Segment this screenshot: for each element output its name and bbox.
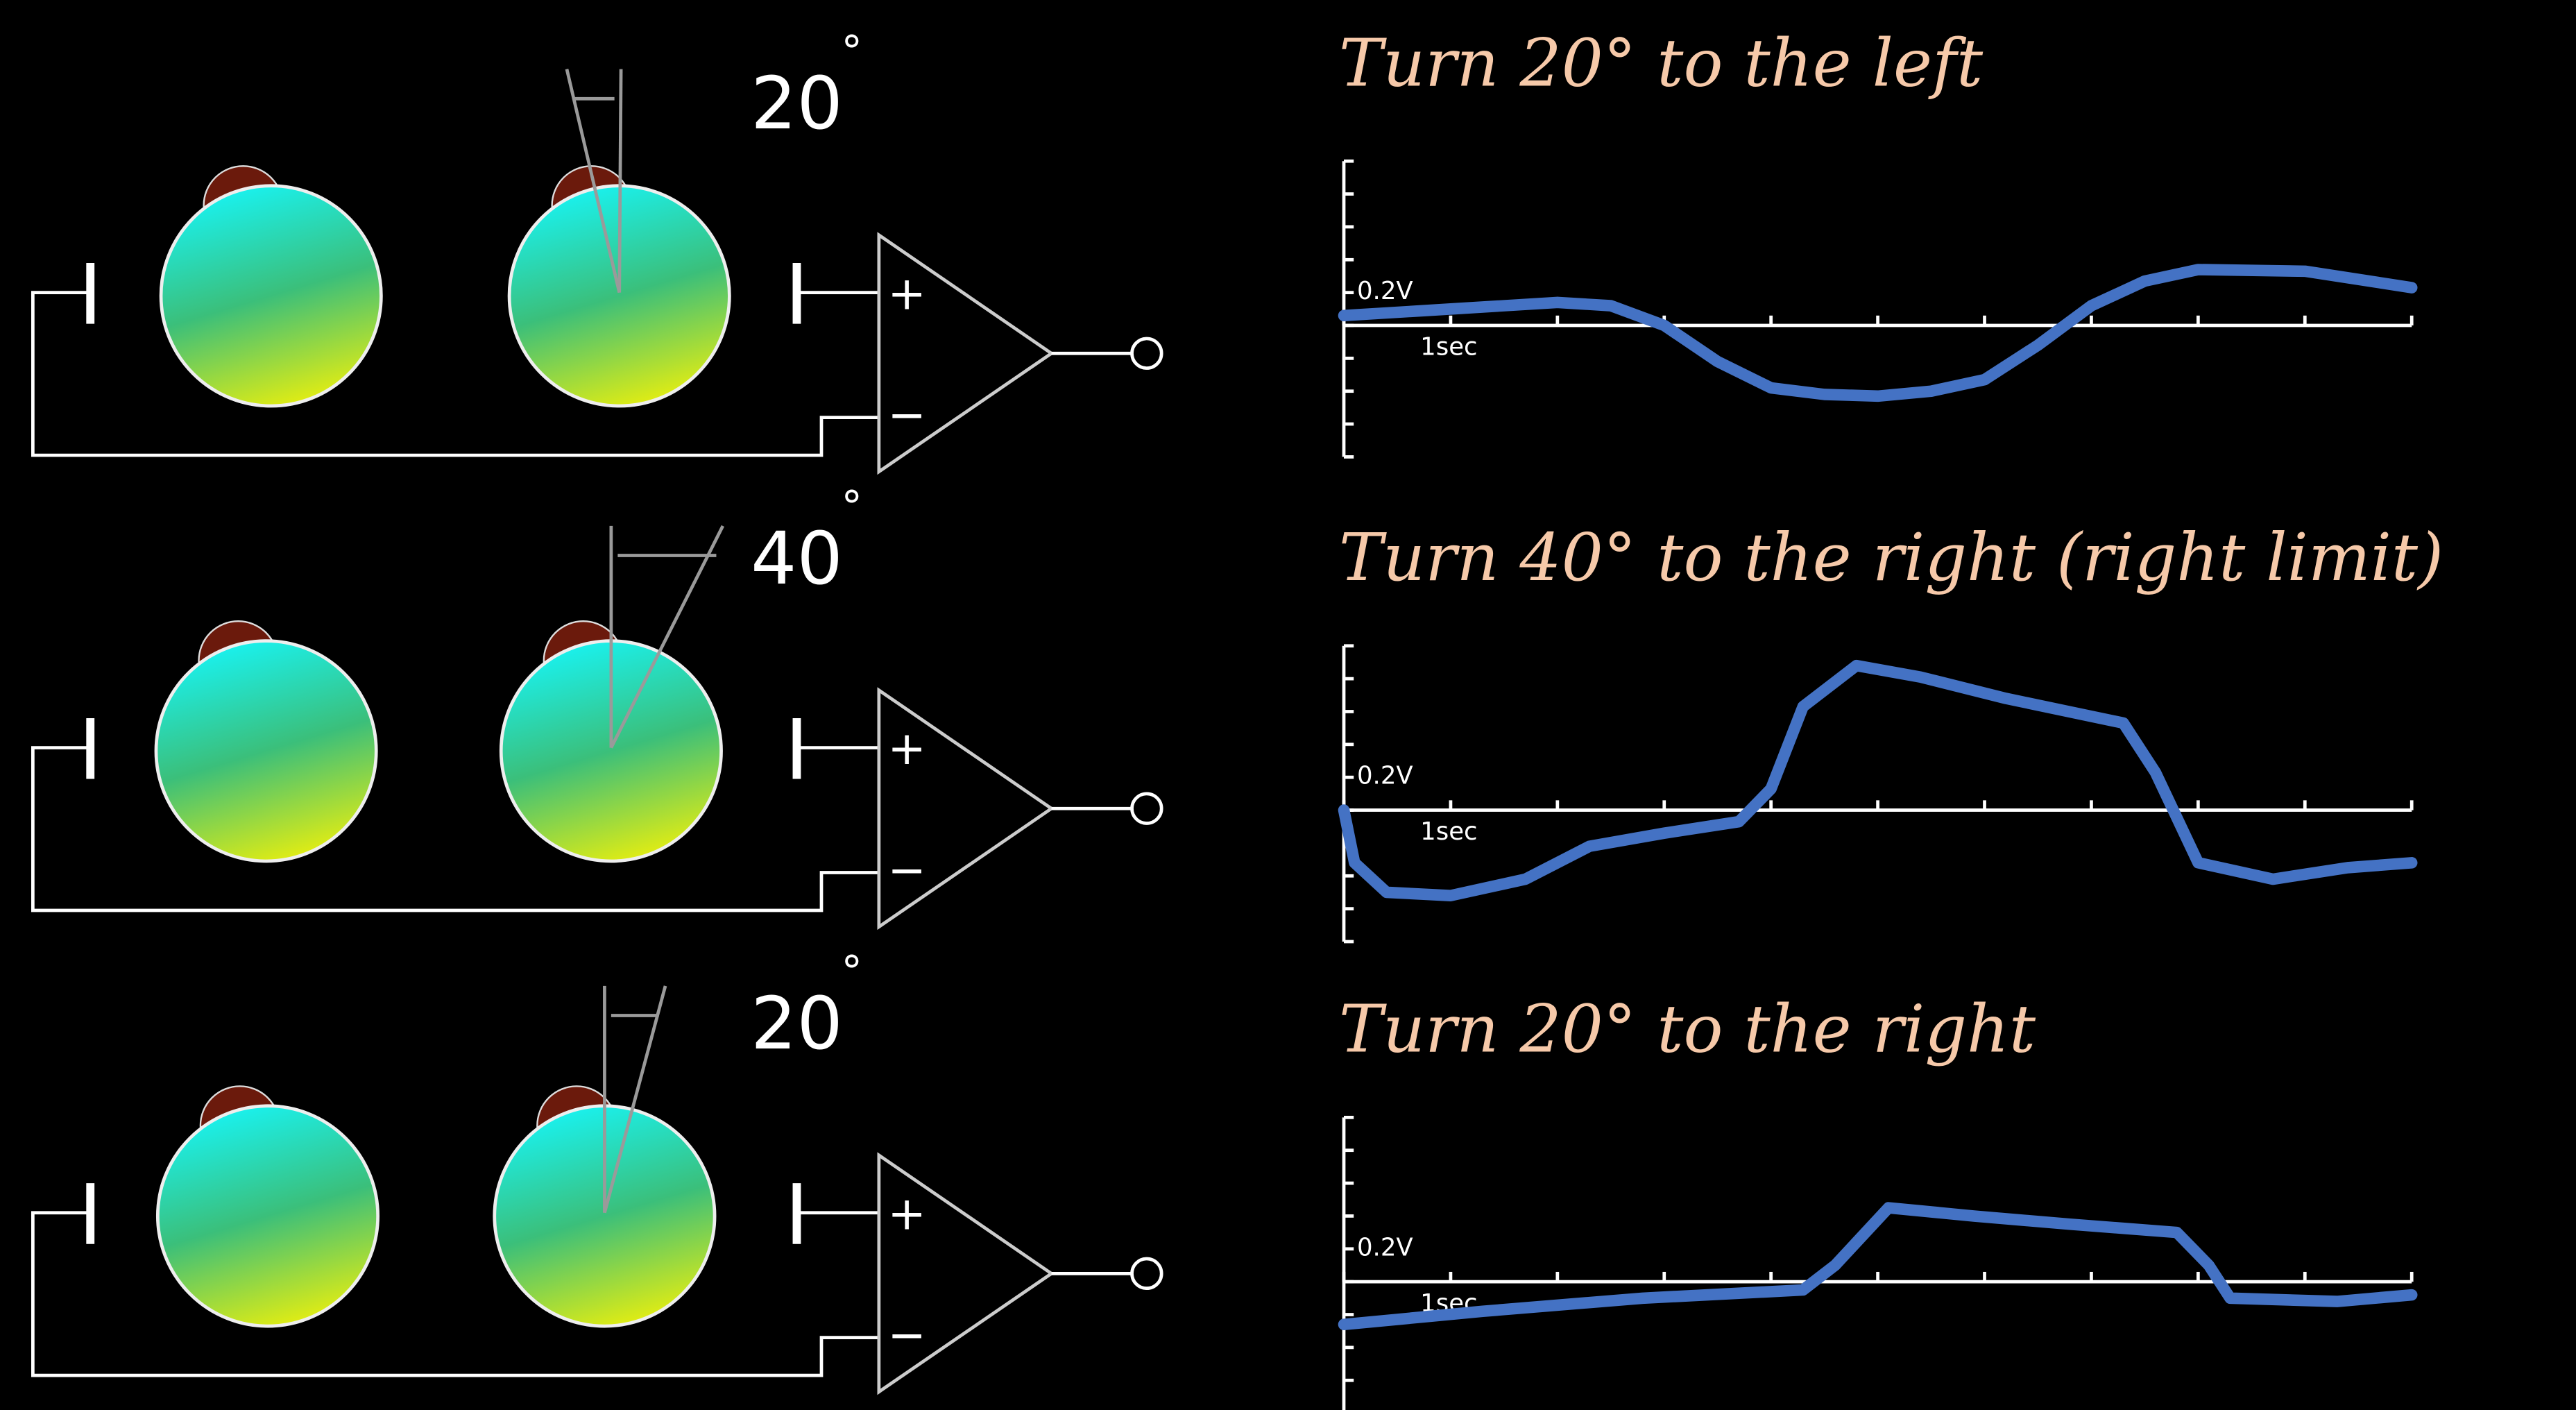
plus-sign: + (887, 266, 926, 320)
y-scale-label: 0.2V (1357, 277, 1413, 305)
x-scale-label: 1sec (1420, 817, 1477, 846)
plus-sign: + (887, 1186, 926, 1240)
chart-title: Turn 40° to the right (right limit) (1339, 520, 2443, 596)
minus-sign: − (887, 1308, 926, 1362)
y-scale-label: 0.2V (1357, 1233, 1413, 1262)
slide: +−20°+−40°+−20°Turn 20° to the left0.2V1… (0, 0, 2576, 1410)
head (157, 1106, 377, 1326)
degree-sign: ° (841, 946, 862, 996)
chart-title: Turn 20° to the left (1339, 25, 1984, 101)
y-scale-label: 0.2V (1357, 762, 1413, 790)
angle-label: 20 (751, 61, 843, 146)
background (0, 0, 2576, 1410)
degree-sign: ° (841, 482, 862, 532)
x-scale-label: 1sec (1420, 333, 1477, 362)
minus-sign: − (887, 842, 926, 897)
angle-label: 40 (751, 516, 843, 601)
plus-sign: + (887, 721, 926, 775)
minus-sign: − (887, 388, 926, 442)
head (161, 186, 381, 406)
page: +−20°+−40°+−20°Turn 20° to the left0.2V1… (0, 0, 2576, 1410)
chart-title: Turn 20° to the right (1339, 992, 2036, 1068)
degree-sign: ° (841, 26, 862, 76)
head (156, 641, 376, 861)
angle-line (620, 69, 621, 293)
angle-label: 20 (751, 981, 843, 1066)
